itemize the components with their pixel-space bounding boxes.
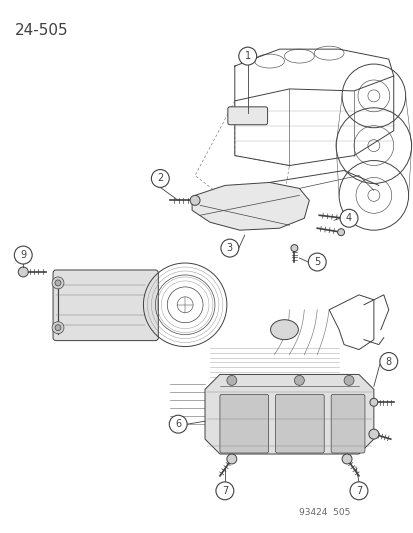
Circle shape bbox=[294, 375, 304, 385]
Circle shape bbox=[52, 277, 64, 289]
Text: 93424  505: 93424 505 bbox=[299, 508, 350, 516]
Text: 9: 9 bbox=[20, 250, 26, 260]
Polygon shape bbox=[192, 182, 309, 230]
Circle shape bbox=[379, 352, 397, 370]
Circle shape bbox=[341, 454, 351, 464]
Circle shape bbox=[290, 245, 297, 252]
Polygon shape bbox=[204, 375, 373, 454]
Circle shape bbox=[226, 454, 236, 464]
Circle shape bbox=[349, 482, 367, 500]
Text: 1: 1 bbox=[244, 51, 250, 61]
FancyBboxPatch shape bbox=[53, 270, 158, 341]
Circle shape bbox=[343, 375, 353, 385]
FancyBboxPatch shape bbox=[275, 394, 323, 453]
FancyBboxPatch shape bbox=[330, 394, 364, 453]
Ellipse shape bbox=[270, 320, 298, 340]
Circle shape bbox=[369, 398, 377, 406]
Circle shape bbox=[308, 253, 325, 271]
Text: 8: 8 bbox=[385, 357, 391, 367]
FancyBboxPatch shape bbox=[219, 394, 268, 453]
Circle shape bbox=[14, 246, 32, 264]
Circle shape bbox=[151, 169, 169, 188]
Circle shape bbox=[52, 322, 64, 334]
Circle shape bbox=[221, 239, 238, 257]
Circle shape bbox=[216, 482, 233, 500]
Text: 7: 7 bbox=[355, 486, 361, 496]
Text: 24-505: 24-505 bbox=[15, 23, 69, 38]
Circle shape bbox=[169, 415, 187, 433]
Circle shape bbox=[340, 215, 347, 222]
Circle shape bbox=[55, 280, 61, 286]
Text: 5: 5 bbox=[313, 257, 320, 267]
Circle shape bbox=[18, 267, 28, 277]
Circle shape bbox=[190, 196, 199, 205]
Text: 4: 4 bbox=[345, 213, 351, 223]
Circle shape bbox=[226, 375, 236, 385]
Text: 7: 7 bbox=[221, 486, 228, 496]
Circle shape bbox=[238, 47, 256, 65]
Circle shape bbox=[337, 229, 344, 236]
Text: 3: 3 bbox=[226, 243, 233, 253]
Circle shape bbox=[368, 429, 378, 439]
FancyBboxPatch shape bbox=[227, 107, 267, 125]
Text: 2: 2 bbox=[157, 173, 163, 183]
Text: 6: 6 bbox=[175, 419, 181, 429]
Circle shape bbox=[339, 209, 357, 227]
Circle shape bbox=[55, 325, 61, 330]
